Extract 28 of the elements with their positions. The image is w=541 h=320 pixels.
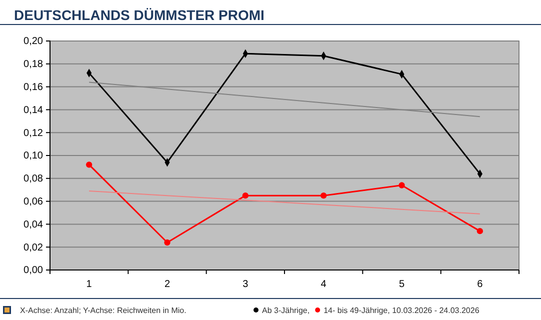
y-tick-label: 0,08 <box>24 174 44 185</box>
x-tick-label: 2 <box>164 279 170 290</box>
legend-label: Ab 3-Jährige, <box>262 306 310 315</box>
x-tick-label: 3 <box>242 279 249 290</box>
y-tick-label: 0,20 <box>24 36 44 48</box>
x-tick-label: 5 <box>398 279 405 290</box>
y-tick-label: 0,16 <box>24 82 44 93</box>
point <box>164 239 170 246</box>
point <box>86 162 92 168</box>
y-tick-label: 0,06 <box>24 196 44 208</box>
x-tick-label: 6 <box>477 279 484 290</box>
point <box>476 228 484 234</box>
y-tick-label: 0,10 <box>24 150 44 162</box>
point <box>398 182 405 188</box>
point <box>320 192 327 199</box>
y-tick-label: 0,04 <box>24 219 44 230</box>
text: X-Achse: Anzahl; Y-Achse: Reichweiten in Mio. <box>20 306 186 315</box>
y-tick-label: 0,18 <box>24 59 44 70</box>
point <box>242 192 249 199</box>
x-tick-label: 1 <box>86 279 92 290</box>
x-tick-label: 4 <box>320 279 327 290</box>
y-tick-label: 0,14 <box>24 104 44 116</box>
legend-label: 14- bis 49-Jährige, 10.03.2026 - 24.03.2026 <box>324 306 480 315</box>
y-tick-label: 0,00 <box>24 265 44 276</box>
y-tick-label: 0,12 <box>24 128 44 139</box>
y-tick-label: 0,02 <box>24 242 44 254</box>
line-series <box>88 190 480 214</box>
chart-title: DEUTSCHLANDS DÜMMSTER PROMI <box>14 7 264 23</box>
